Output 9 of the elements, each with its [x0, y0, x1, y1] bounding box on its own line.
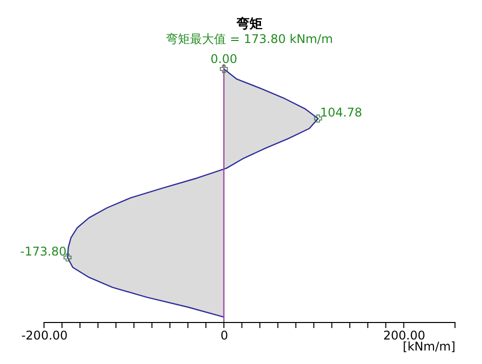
- x-axis-title: [kNm/m]: [402, 340, 456, 354]
- x-tick-label: -200.00: [21, 328, 68, 342]
- chart-subtitle: 弯矩最大值 = 173.80 kNm/m: [166, 32, 333, 46]
- data-label: -173.80: [20, 244, 67, 258]
- chart-title: 弯矩: [236, 16, 262, 32]
- data-label: 104.78: [320, 106, 362, 120]
- x-tick-label: 0: [220, 328, 228, 342]
- data-label: 0.00: [210, 52, 238, 66]
- x-tick-label: 200.00: [383, 328, 426, 342]
